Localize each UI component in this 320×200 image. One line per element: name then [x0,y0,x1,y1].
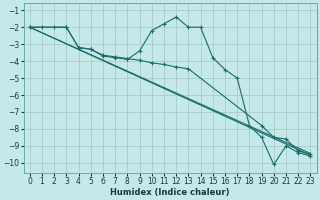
X-axis label: Humidex (Indice chaleur): Humidex (Indice chaleur) [110,188,230,197]
